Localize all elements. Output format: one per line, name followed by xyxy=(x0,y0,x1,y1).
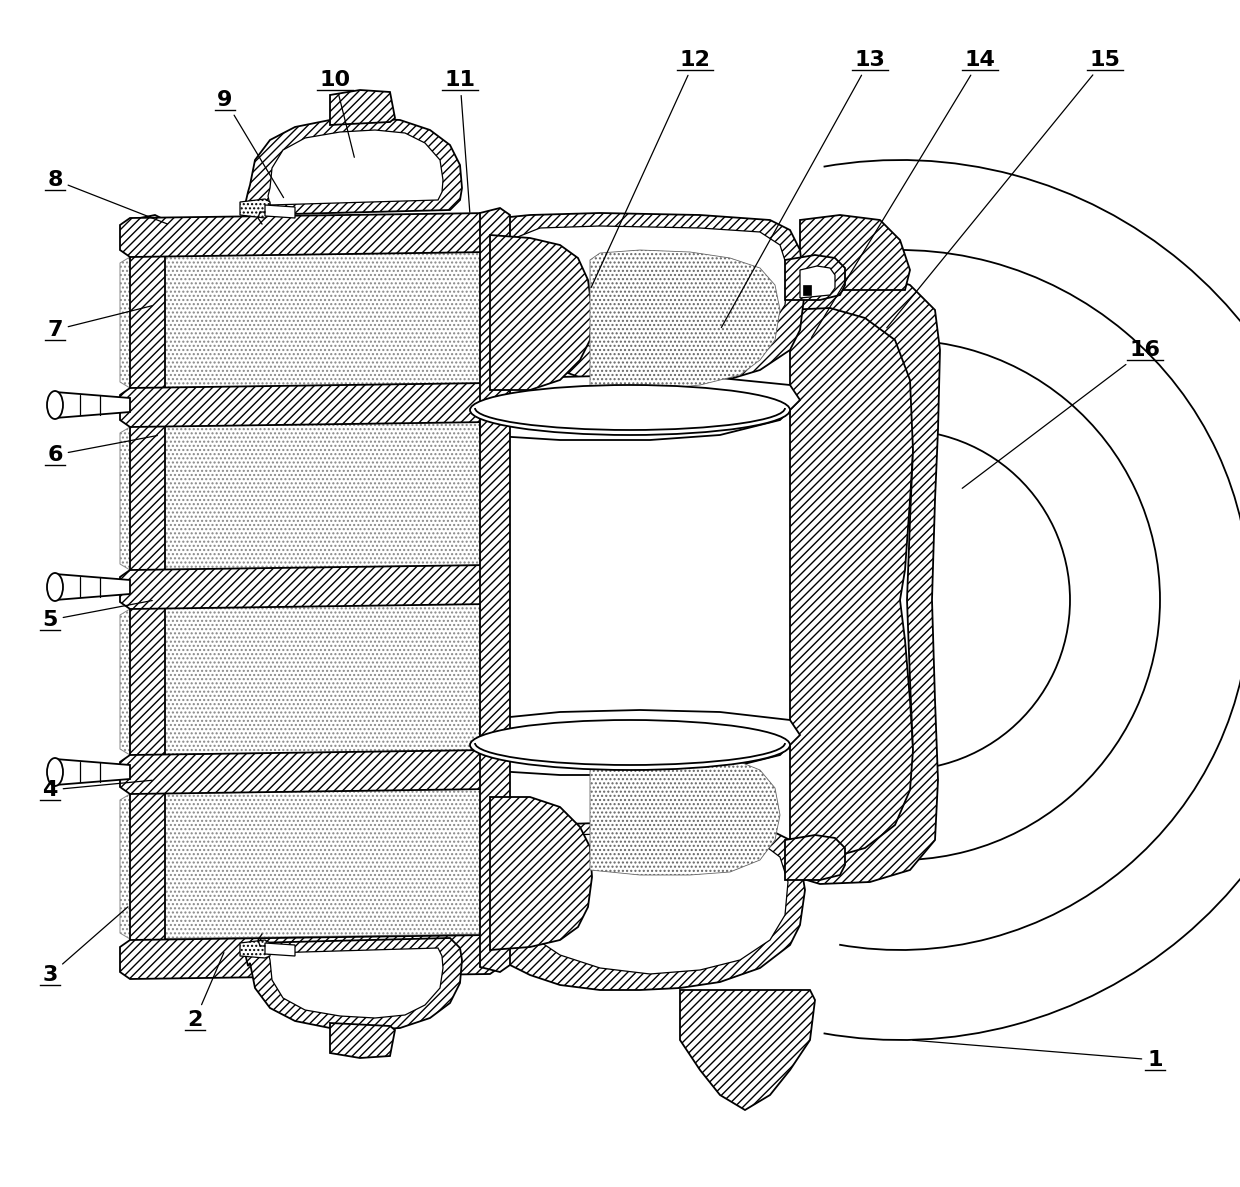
Ellipse shape xyxy=(470,385,790,434)
Polygon shape xyxy=(785,834,844,880)
Polygon shape xyxy=(785,269,940,884)
Polygon shape xyxy=(480,823,805,990)
Text: 8: 8 xyxy=(47,170,167,224)
Polygon shape xyxy=(510,226,787,358)
Polygon shape xyxy=(241,199,270,218)
Polygon shape xyxy=(480,710,800,775)
Polygon shape xyxy=(480,212,805,391)
Text: 15: 15 xyxy=(887,50,1121,328)
Text: 5: 5 xyxy=(42,601,153,630)
Polygon shape xyxy=(130,215,165,965)
Polygon shape xyxy=(790,280,920,880)
Polygon shape xyxy=(268,131,443,205)
Text: 16: 16 xyxy=(962,339,1161,488)
Polygon shape xyxy=(246,938,463,1030)
Text: 1: 1 xyxy=(913,1040,1163,1069)
Polygon shape xyxy=(330,1023,396,1058)
Polygon shape xyxy=(800,215,910,290)
Polygon shape xyxy=(246,118,463,215)
Polygon shape xyxy=(120,383,500,427)
Polygon shape xyxy=(510,834,787,975)
Ellipse shape xyxy=(470,721,790,770)
Text: 11: 11 xyxy=(444,70,475,212)
Polygon shape xyxy=(265,205,295,218)
Text: 12: 12 xyxy=(591,50,711,287)
Text: 4: 4 xyxy=(42,780,153,800)
Text: 13: 13 xyxy=(722,50,885,328)
Polygon shape xyxy=(55,575,130,599)
Polygon shape xyxy=(55,758,130,785)
Polygon shape xyxy=(55,392,130,418)
Polygon shape xyxy=(241,940,270,958)
Polygon shape xyxy=(120,750,500,794)
Text: 6: 6 xyxy=(47,436,157,465)
Polygon shape xyxy=(120,604,500,755)
Polygon shape xyxy=(480,375,800,440)
Ellipse shape xyxy=(47,391,63,419)
Text: 2: 2 xyxy=(187,952,224,1030)
Polygon shape xyxy=(490,235,591,391)
Polygon shape xyxy=(680,990,815,1110)
Polygon shape xyxy=(268,948,443,1018)
Text: 3: 3 xyxy=(42,907,128,985)
Polygon shape xyxy=(120,789,500,939)
Text: 7: 7 xyxy=(47,306,153,339)
Text: 9: 9 xyxy=(217,90,284,197)
Polygon shape xyxy=(120,212,500,258)
Polygon shape xyxy=(490,796,591,950)
Bar xyxy=(804,285,811,296)
Polygon shape xyxy=(590,748,780,875)
Polygon shape xyxy=(785,255,844,300)
Text: 14: 14 xyxy=(811,50,996,337)
Polygon shape xyxy=(120,423,500,570)
Polygon shape xyxy=(265,942,295,956)
Polygon shape xyxy=(480,208,510,972)
Text: 10: 10 xyxy=(320,70,355,158)
Ellipse shape xyxy=(47,573,63,601)
Ellipse shape xyxy=(47,758,63,786)
Polygon shape xyxy=(120,935,500,979)
Polygon shape xyxy=(120,565,500,609)
Polygon shape xyxy=(590,250,780,391)
Polygon shape xyxy=(800,266,835,298)
Polygon shape xyxy=(330,90,396,125)
Polygon shape xyxy=(120,252,500,391)
